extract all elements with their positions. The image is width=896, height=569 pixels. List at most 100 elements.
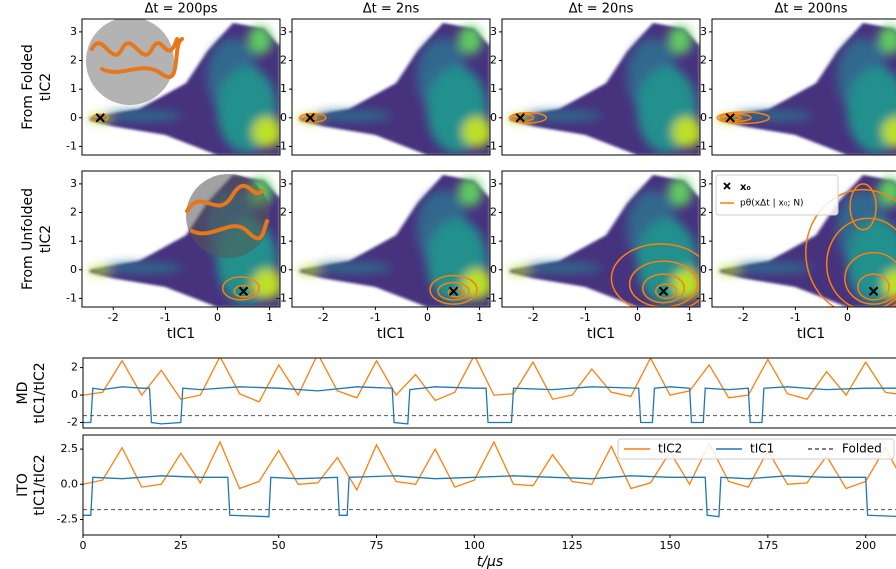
y-tick-label: -2 (67, 416, 78, 429)
panel-title: Δt = 2ns (363, 2, 420, 17)
y-tick-label: 2 (490, 206, 497, 219)
legend-label: tIC1 (750, 442, 774, 456)
y-tick-label: 1 (70, 82, 77, 95)
contour (825, 217, 896, 307)
x-tick-label: -1 (370, 311, 381, 324)
y-tick-label: 2 (700, 206, 707, 219)
plot-area (86, 19, 282, 155)
contour (844, 251, 896, 305)
y-tick-label: 2 (70, 54, 77, 67)
x-tick-label: 150 (660, 539, 681, 552)
density-heatmap (718, 23, 896, 155)
axes-frame (291, 170, 491, 308)
axes-frame (81, 170, 281, 308)
y-tick-label: 2 (71, 361, 78, 374)
y-tick-label: 1 (490, 82, 497, 95)
x-tick-label: 100 (464, 539, 485, 552)
x-tick-label: 175 (757, 539, 778, 552)
contour (849, 183, 877, 231)
x-tick-label: -1 (580, 311, 591, 324)
y-tick-label: 3 (280, 25, 287, 38)
contour (805, 188, 896, 307)
plot-area (298, 175, 492, 307)
y-tick-label: -1 (696, 139, 707, 152)
axes-frame (501, 18, 701, 156)
plot-area (508, 175, 702, 307)
y-tick-label: 1 (280, 82, 287, 95)
contour (719, 113, 752, 123)
structure-bg (186, 174, 270, 258)
x-tick-label: 1 (476, 311, 483, 324)
series-line (83, 475, 896, 518)
contour (654, 283, 678, 300)
structure-bg (86, 19, 174, 105)
x-tick-label: 75 (370, 539, 384, 552)
contour (610, 243, 700, 307)
y-tick-label: 2 (70, 206, 77, 219)
x-tick-label: 0 (424, 311, 431, 324)
axes-frame (82, 434, 896, 536)
contour (641, 273, 686, 304)
legend-marker (723, 182, 731, 190)
legend-label: Folded (842, 442, 882, 456)
plot-area (298, 23, 492, 155)
x-axis-label: tIC1 (167, 326, 195, 342)
y-tick-label: 0 (490, 111, 497, 124)
series-line (83, 386, 896, 425)
y-tick-label: 0 (71, 388, 78, 401)
y-tick-label: 3 (700, 25, 707, 38)
axes-frame (501, 170, 701, 308)
plot-area (88, 174, 282, 307)
density-heatmap (508, 23, 702, 155)
x-axis-label: tIC1 (797, 326, 825, 342)
y-tick-label: 2.5 (61, 442, 79, 455)
y-tick-label: 3 (280, 177, 287, 190)
x-tick-label: -2 (318, 311, 329, 324)
y-axis-label: tIC1/tIC2 (32, 454, 48, 515)
x-tick-label: 0 (844, 311, 851, 324)
structure (90, 37, 184, 79)
contour (509, 111, 548, 124)
axes-frame (82, 357, 896, 429)
y-tick-label: 3 (70, 25, 77, 38)
contour (299, 112, 327, 123)
y-tick-label: 1 (700, 234, 707, 247)
x0-marker (95, 113, 105, 123)
x-axis-label: t/μs (477, 554, 503, 569)
y-axis-label: tIC1/tIC2 (32, 362, 48, 423)
y-tick-label: 0 (70, 263, 77, 276)
contour (857, 273, 890, 301)
density-heatmap (508, 175, 702, 307)
panel-title: Δt = 20ns (569, 2, 634, 17)
density-heatmap (298, 175, 492, 307)
legend-label: x₀ (740, 182, 751, 193)
plot-area (83, 358, 896, 425)
contour (716, 111, 771, 125)
y-tick-label: 2 (280, 206, 287, 219)
x-tick-label: 50 (272, 539, 286, 552)
x-tick-label: -1 (160, 311, 171, 324)
y-tick-label: 1 (280, 234, 287, 247)
y-tick-label: 3 (700, 177, 707, 190)
x0-marker (658, 286, 669, 296)
x-tick-label: 1 (686, 311, 693, 324)
y-tick-label: -1 (276, 291, 287, 304)
y-tick-label: 0 (700, 111, 707, 124)
y-tick-label: -1 (486, 139, 497, 152)
y-axis-label: From Folded (20, 44, 36, 130)
contour (303, 114, 318, 121)
x-tick-label: 125 (562, 539, 583, 552)
x0-marker (305, 113, 315, 123)
density-heatmap (298, 23, 492, 155)
y-axis-label: MD (15, 382, 31, 405)
panel-title: Δt = 200ps (145, 2, 218, 17)
x0-marker (868, 286, 879, 296)
y-tick-label: 1 (490, 234, 497, 247)
x-tick-label: -2 (738, 311, 749, 324)
x0-marker (448, 286, 459, 296)
y-tick-label: 3 (490, 25, 497, 38)
x0-marker (238, 286, 249, 296)
plot-area (508, 23, 702, 155)
y-tick-label: 0 (280, 111, 287, 124)
